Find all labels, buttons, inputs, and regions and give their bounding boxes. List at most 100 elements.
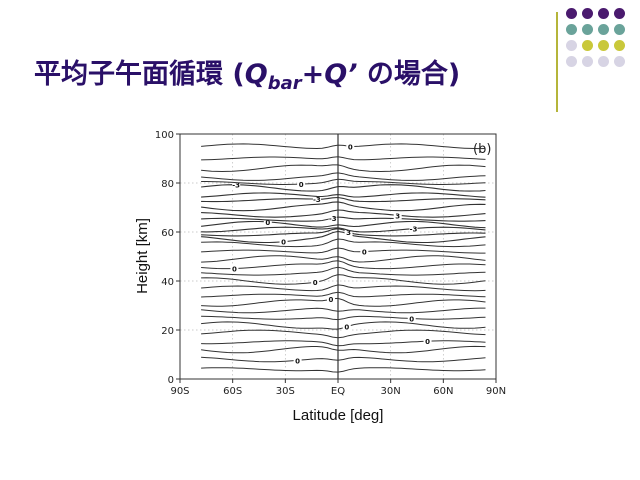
contour-label-bg — [407, 313, 416, 323]
x-tick-label: EQ — [331, 386, 345, 397]
contour-line — [201, 329, 486, 339]
decorative-dot — [598, 24, 609, 35]
contour-label-bg — [423, 336, 432, 346]
contour-line — [201, 201, 486, 212]
x-tick-label: 60N — [433, 386, 453, 397]
contour-line — [201, 143, 486, 150]
contour-line — [201, 164, 486, 173]
contour-lines: 0 0 0 0 0 0 0 0 0 3 -3 0 -3 3 -3 -3 0 0 — [201, 134, 486, 379]
contour-line — [201, 284, 486, 292]
contour-line — [201, 255, 486, 263]
contour-line — [201, 196, 486, 203]
x-tick-label: 30S — [276, 386, 295, 397]
contour-line — [201, 228, 486, 237]
y-tick-label: 0 — [168, 375, 174, 386]
x-tick-label: 90N — [486, 386, 506, 397]
slide-title: 平均子午面循環 (Qbar+Q’ の場合) — [34, 59, 461, 94]
contour-line — [201, 220, 486, 229]
y-tick-label: 60 — [161, 228, 174, 239]
x-axis-label: Latitude [deg] — [293, 407, 384, 424]
contour-label: 0 — [313, 279, 318, 287]
decorative-dot — [598, 40, 609, 51]
contour-line — [201, 297, 486, 307]
y-tick-label: 100 — [155, 130, 174, 141]
contour-label-bg — [297, 179, 306, 189]
contour-label: 0 — [362, 249, 367, 257]
contour-line — [201, 216, 486, 222]
contour-line — [201, 184, 486, 192]
contour-label-bg — [409, 223, 418, 233]
contour-line — [201, 291, 486, 298]
contour-line — [201, 356, 486, 363]
contour-label: 0 — [409, 316, 414, 324]
contour-line — [201, 192, 486, 198]
contour-label: 0 — [425, 338, 430, 346]
decorative-dot — [598, 8, 609, 19]
decorative-dot — [566, 24, 577, 35]
contour-line — [201, 247, 486, 254]
decorative-dot — [582, 8, 593, 19]
contour-label: -3 — [410, 226, 418, 234]
decorative-dot — [614, 56, 625, 67]
contour-line — [201, 345, 486, 354]
contour-label: 0 — [281, 239, 286, 247]
y-axis-label: Height [km] — [134, 218, 151, 294]
contour-line — [201, 238, 486, 248]
contour-label: -3 — [329, 215, 337, 223]
y-tick-label: 20 — [161, 326, 174, 337]
contour-label-bg — [344, 227, 353, 237]
contour-label-bg — [328, 213, 337, 223]
contour-label-bg — [232, 179, 241, 189]
decorative-dot — [598, 56, 609, 67]
decorative-divider-line — [556, 12, 558, 112]
decorative-dot — [566, 56, 577, 67]
decorative-dot — [566, 8, 577, 19]
contour-label: 3 — [395, 212, 400, 220]
contour-label-bg — [393, 210, 402, 220]
contour-line — [201, 230, 486, 244]
contour-label-bg — [230, 263, 239, 273]
contour-line — [201, 266, 486, 276]
contour-label: 0 — [265, 219, 270, 227]
contour-label: -3 — [232, 182, 240, 190]
contour-label: 0 — [348, 143, 353, 151]
contour-line — [201, 178, 486, 185]
decorative-dot — [582, 24, 593, 35]
x-tick-label: 30N — [381, 386, 401, 397]
contour-line — [201, 340, 486, 347]
contour-label-bg — [263, 216, 272, 226]
contour-chart: 0 0 0 0 0 0 0 0 0 3 -3 0 -3 3 -3 -3 0 0 90S 60S 30S EQ 30N 60N… — [134, 130, 506, 424]
contour-line — [201, 156, 486, 161]
y-tick-label: 80 — [161, 179, 174, 190]
decorative-dot — [614, 40, 625, 51]
x-tick-label: 60S — [223, 386, 242, 397]
decorative-dot — [566, 40, 577, 51]
contour-label-bg — [311, 277, 320, 287]
contour-line — [201, 367, 486, 373]
contour-line — [201, 315, 486, 321]
contour-label-bg — [346, 141, 355, 151]
decorative-dot — [614, 8, 625, 19]
contour-label: 0 — [295, 357, 300, 365]
contour-label-bg — [293, 355, 302, 365]
decorative-dot — [614, 24, 625, 35]
contour-line — [201, 260, 486, 270]
contour-line — [201, 274, 486, 285]
decorative-dot — [582, 56, 593, 67]
contour-line — [201, 209, 486, 218]
decorative-dot — [582, 40, 593, 51]
contour-label: 0 — [232, 266, 237, 274]
contour-label: -3 — [313, 196, 321, 204]
panel-label: (b) — [473, 142, 491, 157]
contour-line — [201, 226, 486, 233]
axis-ticks: 90S 60S 30S EQ 30N 60N 90N 0 20 40 60 80 100 — [155, 130, 506, 397]
contour-label-bg — [279, 236, 288, 246]
contour-label: 0 — [329, 296, 334, 304]
x-tick-label: 90S — [170, 386, 189, 397]
y-tick-label: 40 — [161, 277, 174, 288]
contour-label: 0 — [344, 324, 349, 332]
contour-label-bg — [326, 294, 335, 304]
contour-line — [201, 172, 486, 181]
contour-label: 0 — [299, 181, 304, 189]
contour-label-bg — [342, 321, 351, 331]
